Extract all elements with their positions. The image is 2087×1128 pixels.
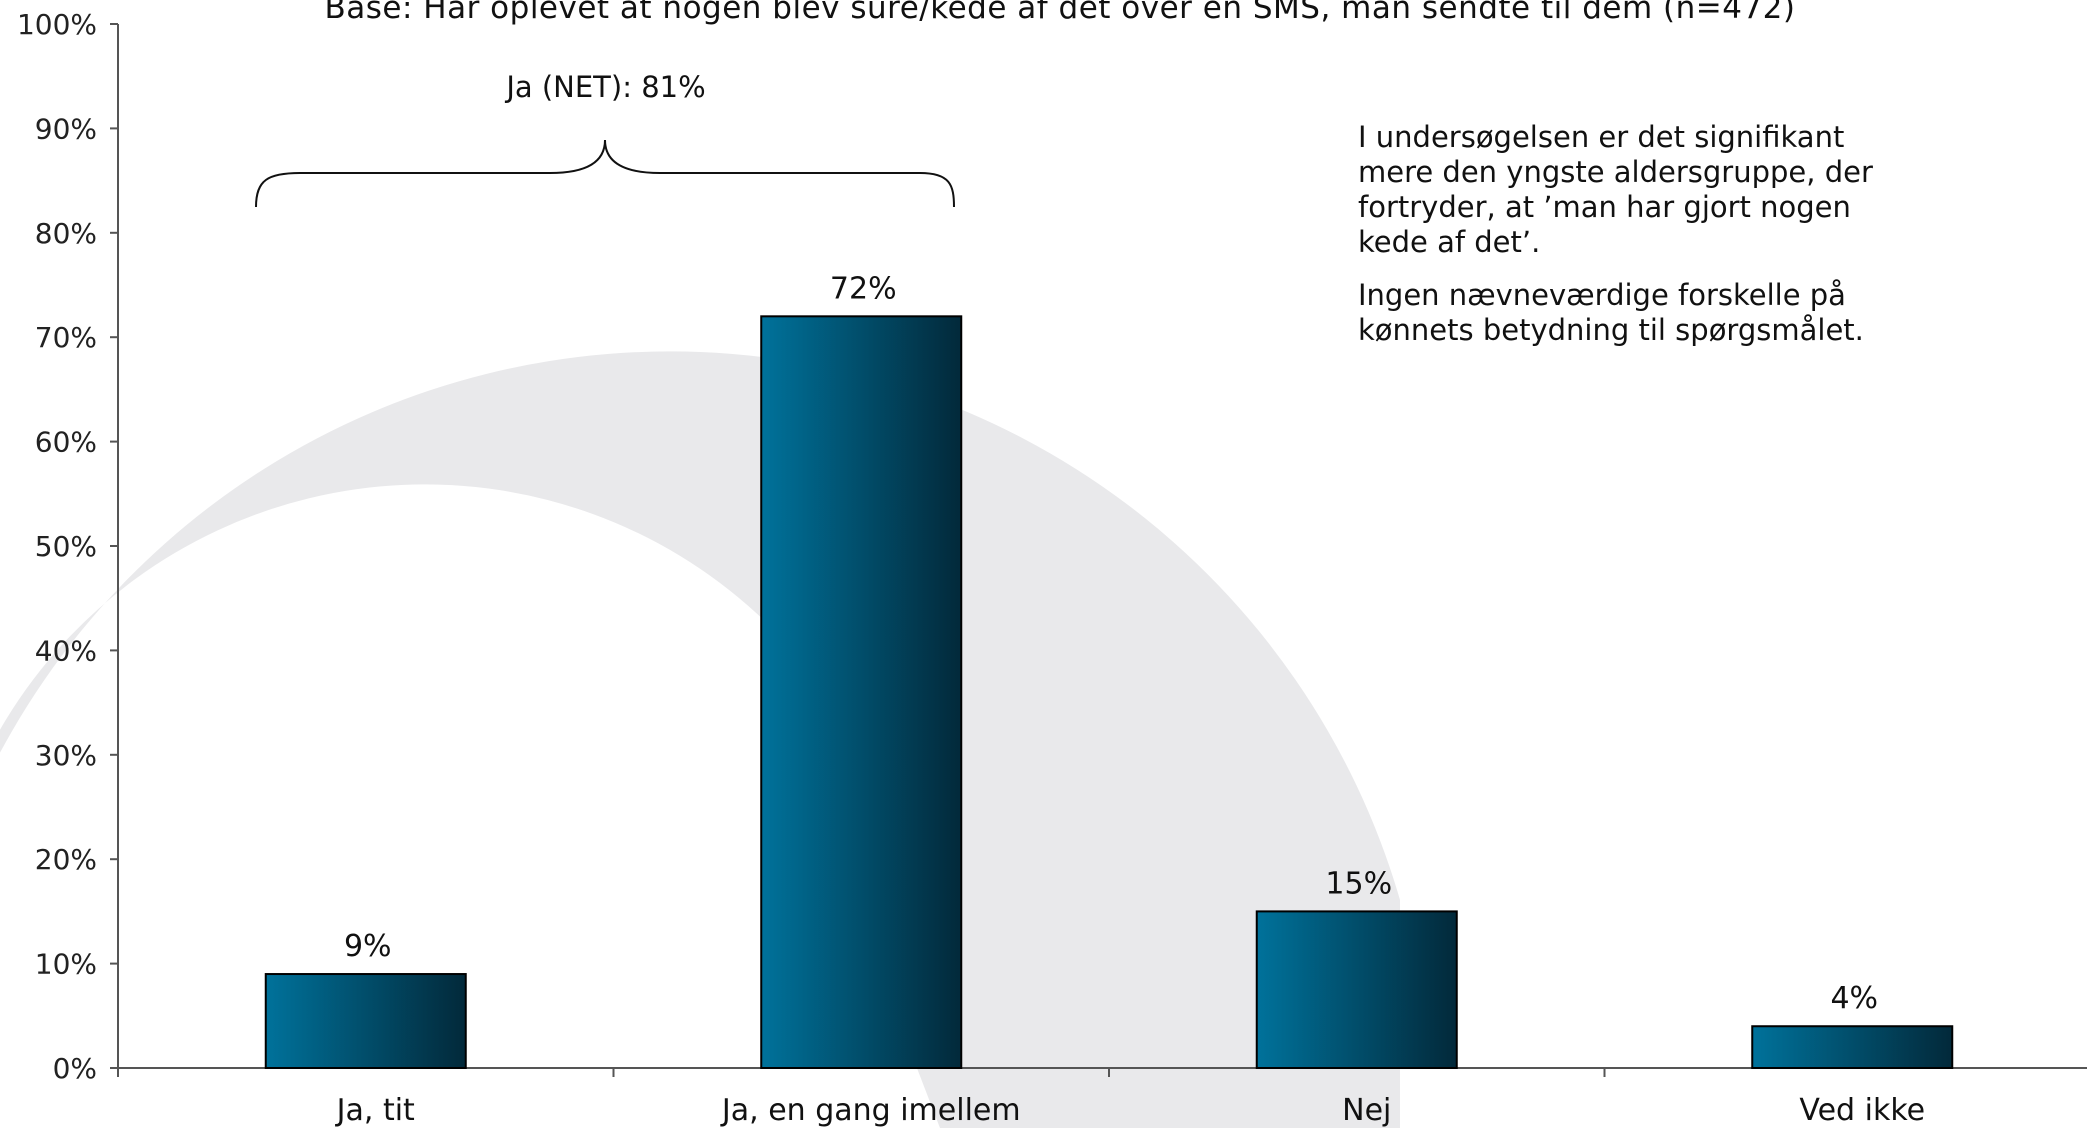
y-tick-label: 10%: [35, 948, 97, 981]
y-tick-label: 60%: [35, 426, 97, 459]
y-tick-label: 90%: [35, 112, 97, 145]
notes-box: I undersøgelsen er det signifikant mere …: [1358, 120, 1918, 366]
x-category-label: Ja, tit: [335, 1093, 415, 1128]
bar: [264, 973, 467, 1069]
y-tick-label: 30%: [35, 739, 97, 772]
bar-value-label: 72%: [830, 271, 897, 306]
note-significant: I undersøgelsen er det signifikant mere …: [1358, 120, 1873, 259]
net-bracket: Ja (NET): 81%: [255, 70, 955, 208]
y-tick-label: 50%: [35, 530, 97, 563]
bracket-label: Ja (NET): 81%: [504, 70, 705, 104]
x-category-label: Nej: [1342, 1093, 1391, 1128]
y-tick-label: 100%: [17, 8, 97, 41]
bar-value-label: 15%: [1325, 866, 1392, 901]
y-axis: 0% 10% 20% 30% 40% 50% 60% 70% 80% 90% 100%: [17, 8, 119, 1085]
note-gender: Ingen nævneværdige forskelle på kønnets …: [1358, 278, 1864, 347]
bar-value-label: 4%: [1830, 981, 1878, 1016]
bars: 9% 72% 15% 4%: [264, 271, 1954, 1070]
x-category-label: Ved ikke: [1799, 1093, 1925, 1128]
y-tick-label: 20%: [35, 843, 97, 876]
bar: [1255, 910, 1458, 1070]
y-tick-label: 40%: [35, 634, 97, 667]
bracket-shape: [255, 139, 955, 208]
x-category-label: Ja, en gang imellem: [720, 1093, 1021, 1128]
bar: [1751, 1025, 1954, 1069]
background-watermark: [0, 351, 1400, 1128]
bar-value-label: 9%: [344, 929, 392, 964]
y-tick-label: 70%: [35, 321, 97, 354]
y-tick-label: 80%: [35, 217, 97, 250]
y-tick-label: 0%: [53, 1052, 97, 1085]
chart-subtitle: Base: Har oplevet at nogen blev sure/ked…: [324, 0, 1795, 26]
bar: [760, 315, 963, 1069]
